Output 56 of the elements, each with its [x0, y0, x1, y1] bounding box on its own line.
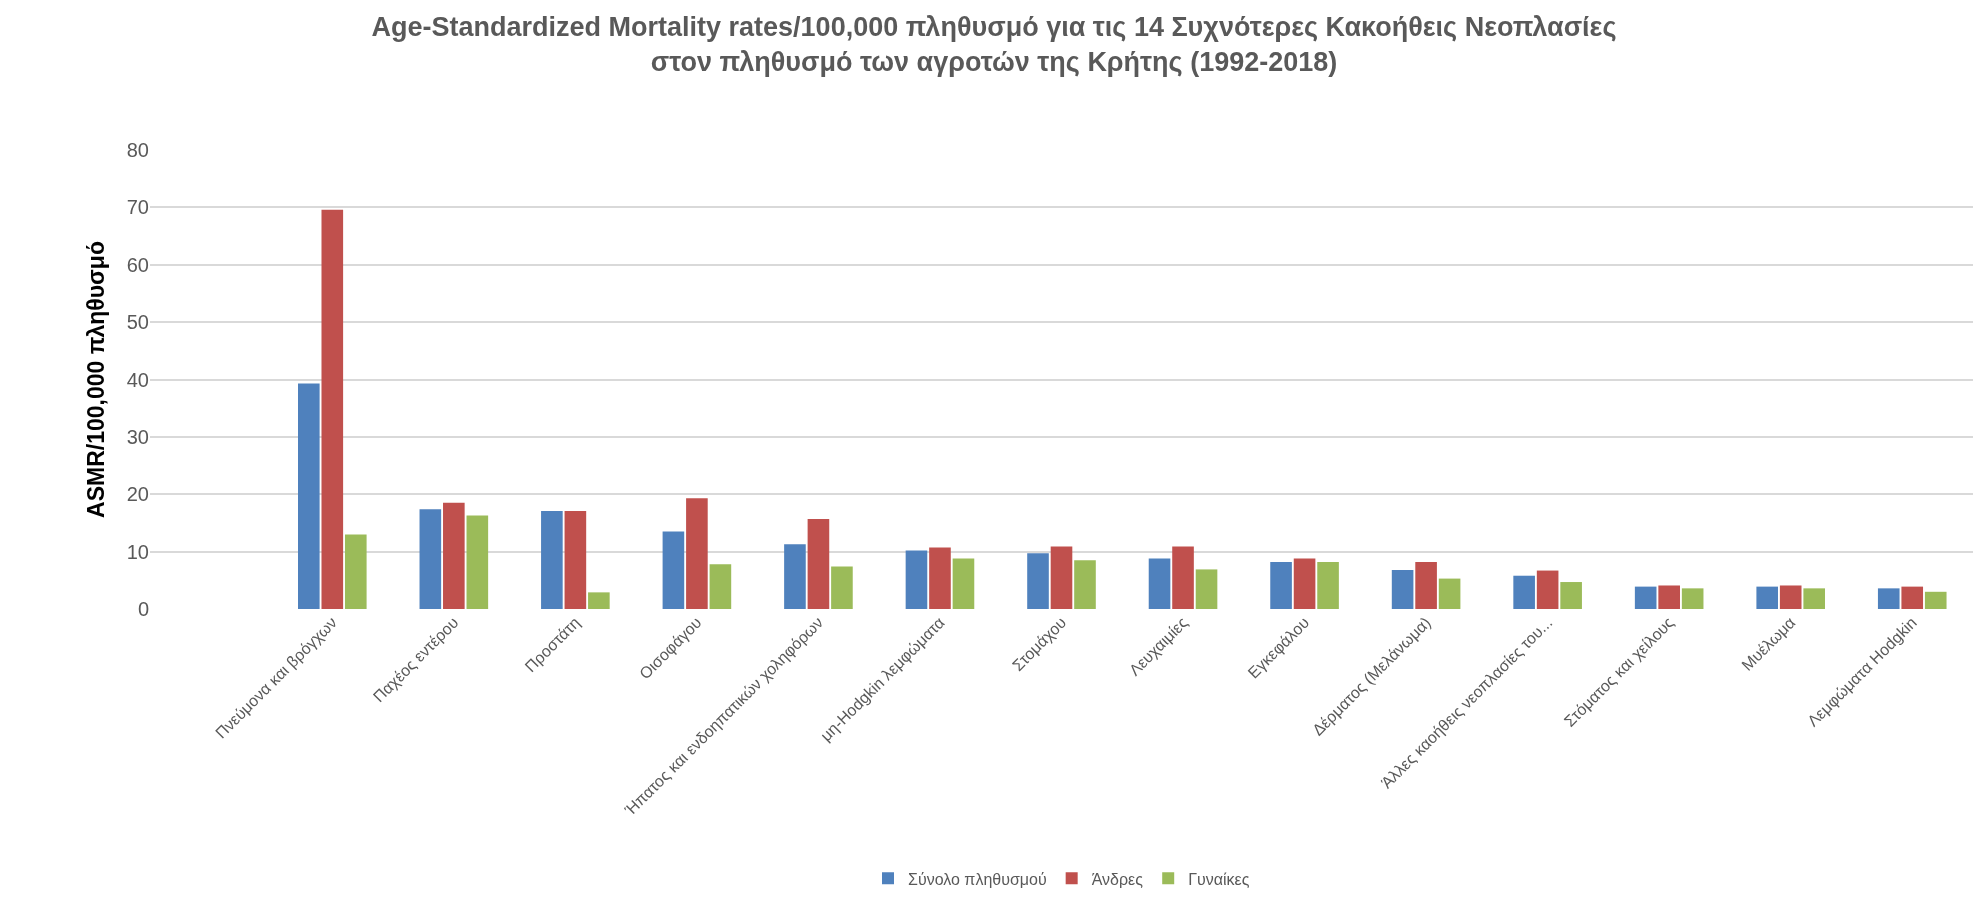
bar	[1536, 570, 1559, 609]
bar	[344, 534, 367, 609]
legend-label: Άνδρες	[1091, 870, 1144, 888]
bar	[1901, 586, 1924, 609]
bar	[662, 531, 685, 609]
y-axis-title: ASMR/100,000 πληθυσμό	[83, 241, 110, 518]
legend-label: Γυναίκες	[1188, 870, 1250, 888]
bar	[1074, 560, 1096, 609]
chart-title: Age-Standardized Mortality rates/100,000 πληθυσμό για τις 14 Συχνότερες Κακοήθεις Νεοπλασίες στον πληθυσμό των αγροτών της Κρήτης (1992-2018)	[371, 12, 1617, 78]
bar	[588, 592, 610, 609]
bar	[905, 550, 928, 609]
bar	[1415, 561, 1437, 609]
bar	[929, 547, 951, 609]
bar	[1513, 575, 1535, 609]
y-tick-label: 40	[126, 368, 149, 391]
bar	[1803, 588, 1825, 609]
bar	[1681, 588, 1704, 609]
bar	[807, 518, 830, 609]
bar	[466, 515, 489, 609]
bar	[1877, 588, 1900, 609]
y-tick-label: 50	[126, 311, 149, 334]
bar	[1438, 578, 1461, 609]
bar	[443, 502, 465, 609]
bar	[1172, 546, 1194, 609]
y-tick-label: 70	[126, 196, 149, 219]
bar	[686, 498, 708, 609]
bar	[541, 510, 563, 609]
bar	[1293, 558, 1316, 609]
y-tick-label: 30	[126, 425, 149, 448]
bar	[298, 383, 320, 609]
bar	[952, 558, 975, 609]
y-tick-label: 0	[137, 598, 149, 620]
bar	[1148, 558, 1171, 609]
bar	[831, 566, 853, 609]
bar	[1317, 561, 1339, 609]
y-tick-label: 10	[126, 540, 149, 563]
y-tick-label: 60	[126, 253, 149, 276]
y-tick-label: 80	[126, 139, 149, 161]
bar	[1195, 569, 1218, 609]
bar	[1050, 546, 1073, 609]
bar	[1560, 582, 1582, 609]
bar	[709, 564, 732, 609]
bar	[1391, 569, 1414, 609]
bar	[1779, 585, 1802, 609]
y-tick-label: 20	[126, 483, 149, 506]
bar	[1756, 586, 1779, 609]
bar	[1634, 586, 1657, 609]
bar	[1027, 553, 1049, 609]
bar	[1658, 585, 1680, 609]
bar	[1924, 591, 1947, 609]
bar	[419, 509, 442, 609]
bar	[564, 510, 587, 609]
bar	[1270, 561, 1292, 609]
bar	[321, 209, 344, 609]
legend-label: Σύνολο πληθυσμού	[908, 870, 1047, 888]
bar	[784, 544, 806, 609]
